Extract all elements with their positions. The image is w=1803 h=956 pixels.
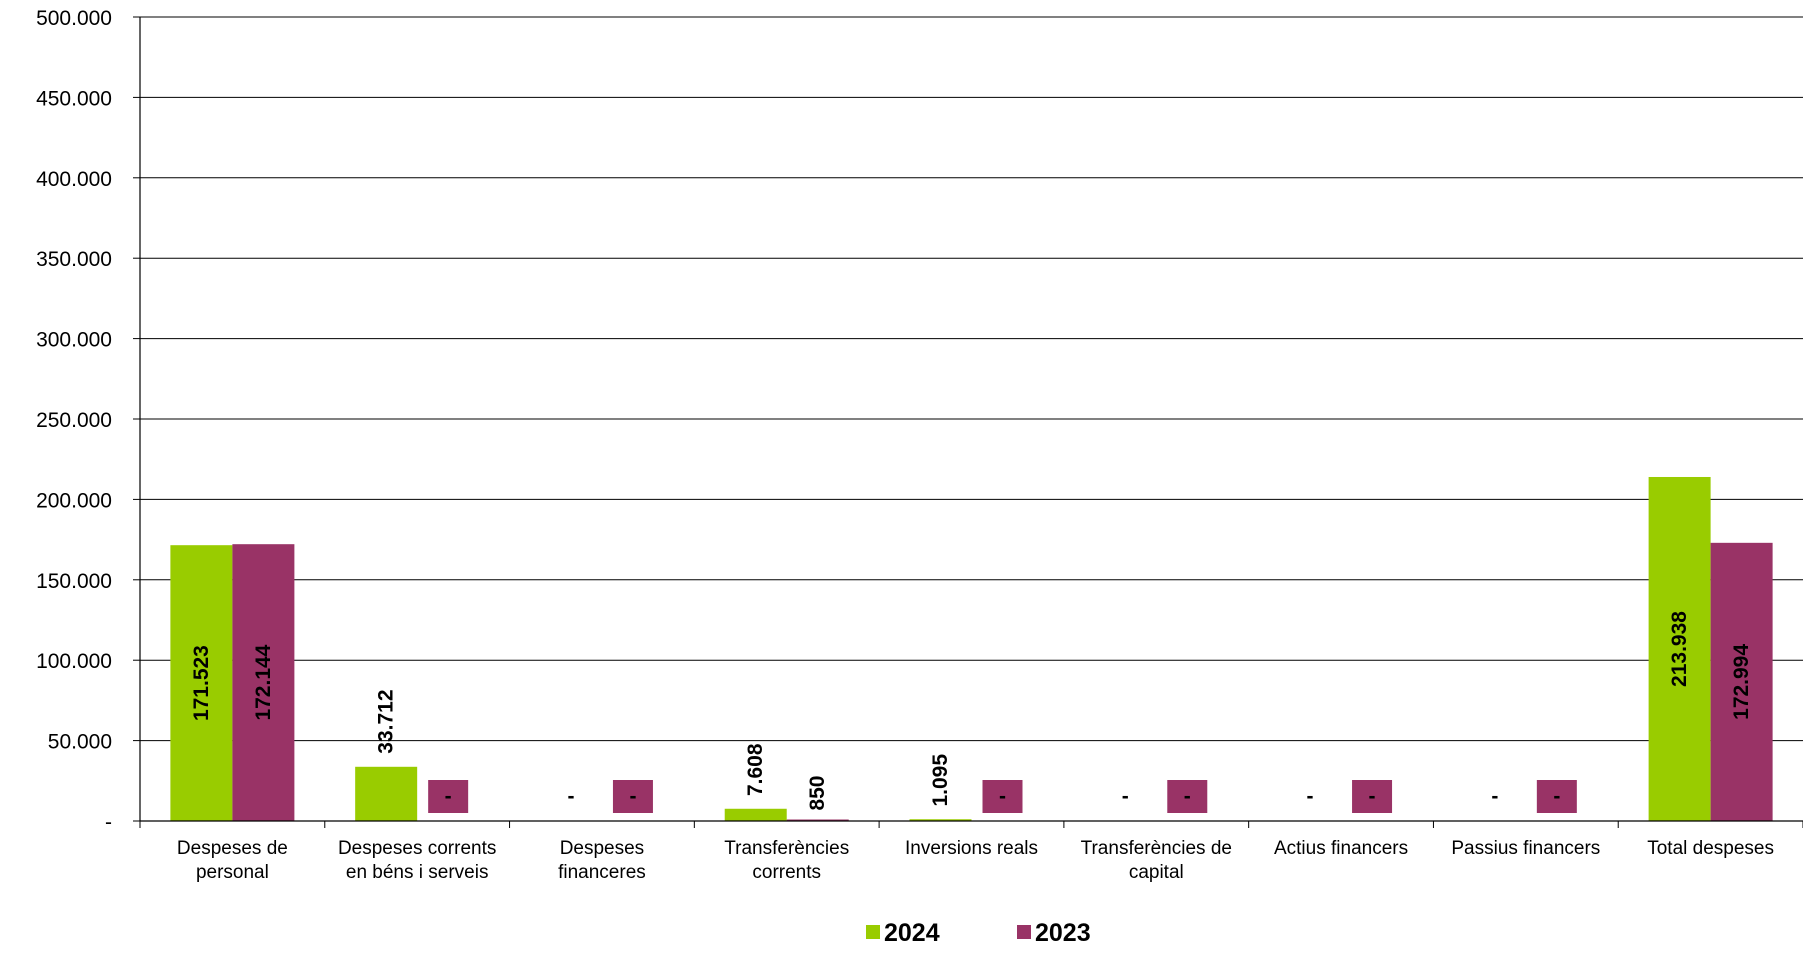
category-label: Actius financers [1274,838,1408,859]
category-label-line: Transferències [724,838,849,859]
data-label-2023: - [1369,785,1376,808]
category-label-line: corrents [752,862,821,883]
category-label-line: Inversions reals [905,838,1038,859]
bar-2023 [786,819,849,821]
zero-label-box [1167,780,1208,813]
axes [139,17,1803,828]
category-label-line: Transferències de [1081,838,1232,859]
zero-label-box [982,780,1023,813]
category-label-line: capital [1129,862,1184,883]
gridlines [140,16,1803,742]
y-tick-label: 50.000 [48,731,112,754]
y-tick-label: 400.000 [36,168,112,191]
category-label-line: Total despeses [1647,838,1774,859]
y-tick-label: 250.000 [36,409,112,432]
data-labels: 171.523 33.712 - 7.608 1.095 - - - 213.938 172.14… [190,611,1753,813]
category-label-line: Despeses [560,838,645,859]
category-label: Transferències de capital [1081,838,1232,883]
category-label: Total despeses [1647,838,1774,859]
data-label-2023: 172.144 [252,644,275,720]
bar-2024 [909,819,972,821]
category-label: Despeses de personal [177,838,288,883]
y-tick-label: 350.000 [36,248,112,271]
data-label-2024: 171.523 [190,645,213,721]
y-tick-label: - [105,811,112,834]
data-label-2023: 172.994 [1730,644,1753,720]
bar-2024 [355,766,418,821]
category-label-line: Despeses corrents [338,838,496,859]
bar-2023 [232,544,295,821]
legend-swatch-2023 [1017,925,1031,939]
category-label-line: financeres [558,862,646,883]
y-tick-label: 450.000 [36,87,112,110]
data-label-2024: 1.095 [929,754,952,807]
legend-swatch-2024 [866,925,880,939]
data-label-2023: - [999,785,1006,808]
zero-label-box [1352,780,1393,813]
zero-label-box [428,780,469,813]
legend-label-2023: 2023 [1035,919,1091,947]
category-label: Transferències corrents [724,838,849,883]
data-label-2023: - [1553,785,1560,808]
category-label: Despeses financeres [558,838,646,883]
y-tick-label: 150.000 [36,570,112,593]
category-label: Inversions reals [905,838,1038,859]
data-label-2024: - [1122,785,1129,808]
y-axis-ticks: - 50.000 100.000 150.000 200.000 250.000 300.0… [36,7,140,834]
data-label-2024: - [1307,785,1314,808]
data-label-2024: 33.712 [375,689,398,753]
y-tick-label: 500.000 [36,7,112,30]
data-label-2023: - [629,785,636,808]
bar-2024 [170,545,233,821]
category-label-line: Passius financers [1451,838,1600,859]
legend: 2024 2023 [866,919,1091,947]
data-label-2023: - [1184,785,1191,808]
bar-2023 [1710,542,1773,821]
x-axis-categories: Despeses de personal Despeses corrents en b… [177,838,1774,883]
data-label-2023: - [445,785,452,808]
legend-label-2024: 2024 [884,919,940,947]
data-label-2023: 850 [806,776,829,811]
y-tick-label: 200.000 [36,489,112,512]
bars [170,476,1773,821]
category-label-line: Actius financers [1274,838,1408,859]
bar-2024 [1648,476,1711,821]
data-label-2024: 7.608 [744,743,767,796]
category-label: Passius financers [1451,838,1600,859]
category-label-line: en béns i serveis [346,862,489,883]
category-label-line: Despeses de [177,838,288,859]
data-label-2024: 213.938 [1668,611,1691,687]
data-label-2024: - [567,785,574,808]
data-label-2024: - [1491,785,1498,808]
bar-2024 [724,808,787,821]
category-label-line: personal [196,862,269,883]
zero-label-box [1536,780,1577,813]
y-tick-label: 300.000 [36,329,112,352]
zero-label-box [612,780,653,813]
y-tick-label: 100.000 [36,650,112,673]
category-label: Despeses corrents en béns i serveis [338,838,496,883]
